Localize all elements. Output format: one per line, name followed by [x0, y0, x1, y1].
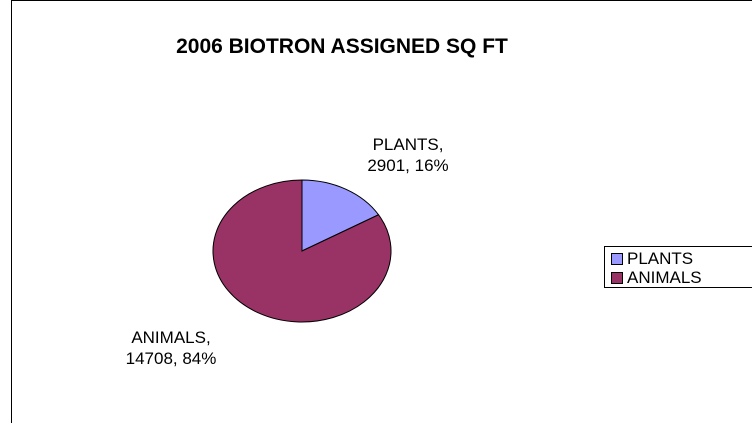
legend-swatch-animals	[611, 271, 623, 284]
chart-title: 2006 BIOTRON ASSIGNED SQ FT	[176, 35, 508, 58]
legend: PLANTS ANIMALS	[604, 246, 752, 288]
pie-chart	[212, 179, 392, 323]
animals-data-label: ANIMALS, 14708, 84%	[125, 328, 217, 368]
legend-label-plants: PLANTS	[627, 249, 694, 268]
legend-swatch-plants	[611, 252, 623, 265]
chart-area: 2006 BIOTRON ASSIGNED SQ FT PLANTS, 2901…	[11, 0, 752, 423]
legend-label-animals: ANIMALS	[627, 268, 702, 287]
pie-slice-animals	[212, 179, 392, 323]
pie-slice-plants	[301, 179, 380, 252]
legend-item-plants: PLANTS	[611, 249, 693, 269]
plants-data-label: PLANTS, 2901, 16%	[367, 135, 449, 175]
legend-item-animals: ANIMALS	[611, 268, 702, 288]
